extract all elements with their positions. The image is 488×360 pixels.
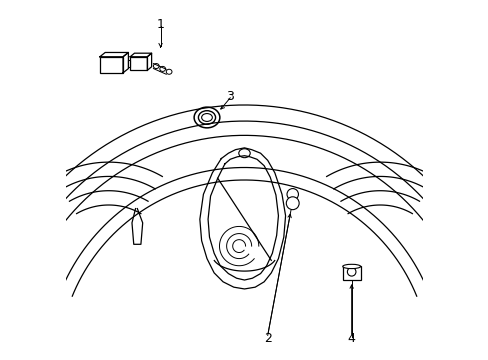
Text: 1: 1 [156, 18, 164, 31]
Text: 3: 3 [226, 90, 234, 103]
Ellipse shape [238, 149, 250, 158]
Bar [130, 57, 147, 70]
Ellipse shape [160, 66, 165, 71]
Circle shape [285, 197, 299, 210]
Ellipse shape [198, 111, 215, 124]
Ellipse shape [342, 264, 360, 269]
Bar [342, 266, 360, 280]
Circle shape [286, 189, 298, 200]
Text: 2: 2 [263, 333, 271, 346]
Text: 4: 4 [347, 333, 355, 346]
Ellipse shape [153, 64, 159, 68]
Bar [100, 57, 123, 73]
Ellipse shape [201, 113, 212, 121]
Circle shape [346, 267, 355, 276]
Ellipse shape [194, 107, 220, 128]
Ellipse shape [166, 69, 172, 74]
Bar [128, 60, 130, 67]
